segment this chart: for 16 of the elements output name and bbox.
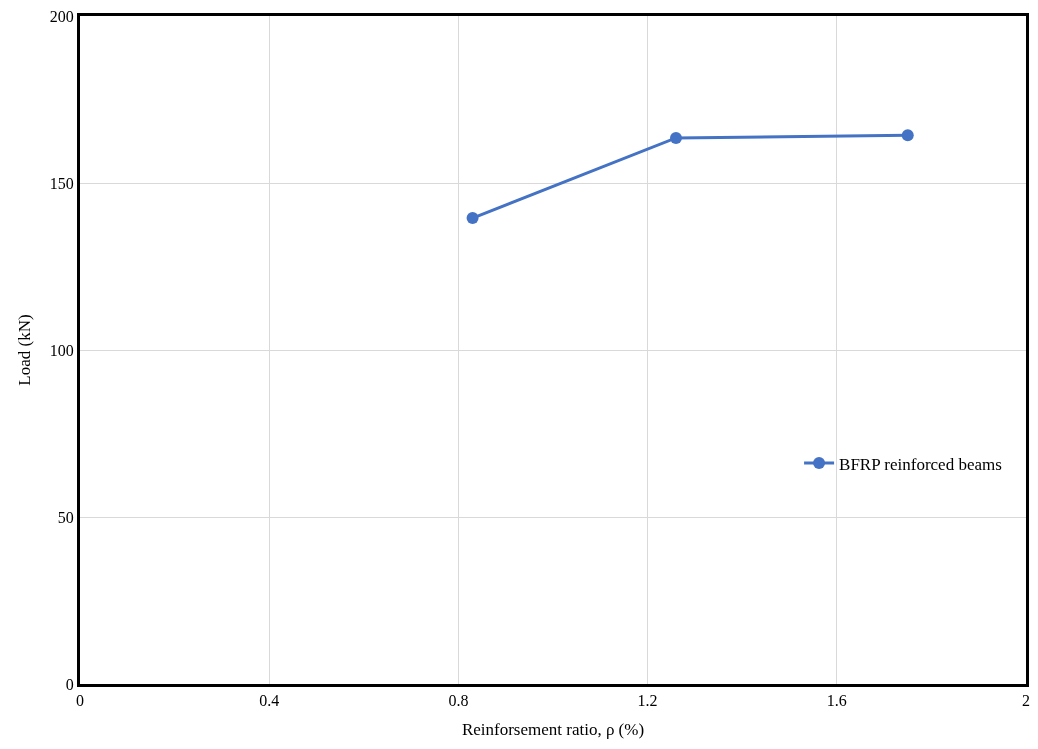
x-tick-label: 2 bbox=[1022, 692, 1030, 710]
x-tick-label: 0.4 bbox=[259, 692, 280, 710]
x-axis-title: Reinforsement ratio, ρ (%) bbox=[461, 719, 645, 739]
legend-label: BFRP reinforced beams bbox=[839, 454, 1002, 474]
y-axis-title: Load (kN) bbox=[15, 314, 35, 386]
y-tick-label: 0 bbox=[65, 675, 74, 693]
y-tick-label: 200 bbox=[49, 7, 74, 25]
x-tick-label: 1.2 bbox=[637, 692, 658, 710]
point bbox=[669, 131, 682, 144]
x-tick-label: 0.8 bbox=[448, 692, 469, 710]
x-tick-label: 1.6 bbox=[826, 692, 847, 710]
point bbox=[466, 212, 479, 225]
y-tick-label: 150 bbox=[49, 174, 74, 192]
y-tick-label: 100 bbox=[49, 341, 74, 359]
y-tick-label: 50 bbox=[57, 508, 74, 526]
point bbox=[901, 129, 914, 142]
